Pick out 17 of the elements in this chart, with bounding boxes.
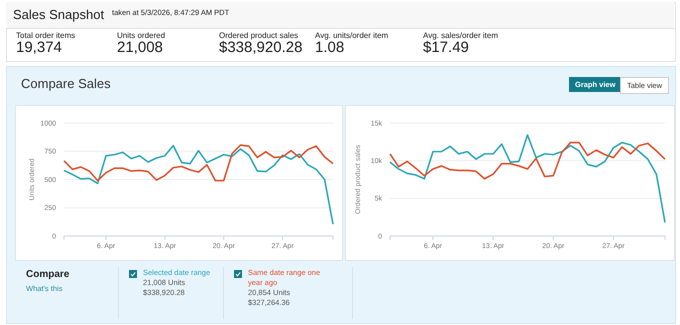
text: $338,920.28 <box>219 39 302 56</box>
text: Ordered product sales <box>219 31 298 40</box>
text: $17.49 <box>423 39 469 56</box>
text: 1.08 <box>315 39 344 56</box>
text: Total order items <box>16 31 76 40</box>
text: 19,374 <box>16 39 62 56</box>
line-series <box>389 134 666 224</box>
text: Avg. units/order item <box>315 31 388 40</box>
text: 21,008 <box>117 39 163 56</box>
line-series <box>389 142 666 180</box>
text: Avg. sales/order item <box>423 31 498 40</box>
legend-title: Compare <box>26 269 70 280</box>
line-series <box>63 144 334 182</box>
text: Units ordered <box>117 31 166 40</box>
text: Compare Sales <box>21 76 111 91</box>
text: Sales Snapshot <box>13 7 104 22</box>
line-series <box>63 144 334 225</box>
